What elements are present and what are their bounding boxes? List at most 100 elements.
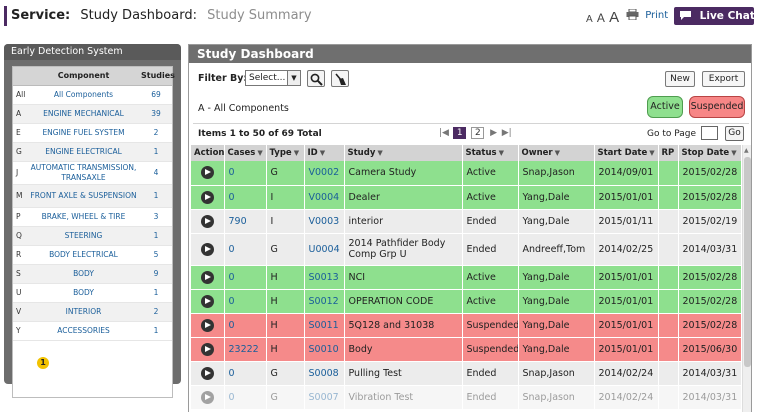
component-row[interactable]: All All Components 69 (13, 85, 172, 105)
id-cell[interactable]: V0003 (304, 209, 345, 234)
font-size-large-button[interactable]: A (609, 9, 620, 26)
cases-link[interactable]: 0 (228, 367, 235, 379)
cases-link[interactable]: 0 (228, 391, 235, 403)
study-row[interactable]: 0 G U0004 2014 Pathfider Body Comp Grp U End… (191, 233, 741, 266)
component-count-link[interactable]: 1 (153, 191, 159, 200)
component-name[interactable]: ENGINE ELECTRICAL (27, 142, 140, 162)
id-cell[interactable]: S0010 (304, 337, 345, 362)
component-row[interactable]: E ENGINE FUEL SYSTEM 2 (13, 123, 172, 143)
vertical-scrollbar[interactable]: ▲ (742, 145, 751, 412)
study-row[interactable]: 790 I V0003 interior Ended Yang,Dale 2015/01/1… (191, 209, 741, 234)
scroll-up-icon[interactable]: ▲ (744, 147, 749, 154)
id-cell[interactable]: U0004 (304, 233, 345, 266)
component-count-link[interactable]: 1 (153, 231, 159, 240)
component-link[interactable]: ENGINE MECHANICAL (43, 108, 124, 118)
column-header[interactable]: Status ▼ (462, 145, 519, 161)
component-count[interactable]: 39 (140, 104, 172, 124)
sort-icon[interactable]: ▼ (319, 149, 326, 157)
study-row[interactable]: 0 H S0013 NCI Active Yang,Dale 2015/01/01 2015/… (191, 265, 741, 290)
study-id-link[interactable]: S0012 (308, 295, 339, 307)
action-cell[interactable] (191, 161, 225, 186)
font-size-small-button[interactable]: A (586, 14, 593, 25)
cases-cell[interactable]: 0 (224, 185, 267, 210)
component-name[interactable]: ENGINE FUEL SYSTEM (27, 123, 140, 143)
component-link[interactable]: ENGINE ELECTRICAL (45, 146, 122, 156)
study-id-link[interactable]: U0004 (308, 243, 340, 255)
component-row[interactable]: U BODY 1 (13, 283, 172, 303)
cases-cell[interactable]: 0 (224, 289, 267, 314)
component-count-link[interactable]: 69 (151, 90, 161, 99)
sort-icon[interactable]: ▼ (649, 149, 655, 157)
open-study-icon[interactable] (201, 342, 214, 356)
open-study-icon[interactable] (201, 166, 214, 180)
font-size-medium-button[interactable]: A (596, 11, 605, 25)
study-row[interactable]: 0 H S0011 5Q128 and 31038 Suspended Yang,Dale… (191, 313, 741, 338)
component-count[interactable]: 4 (140, 161, 172, 185)
action-cell[interactable] (191, 233, 225, 266)
component-row[interactable]: G ENGINE ELECTRICAL 1 (13, 142, 172, 162)
sort-icon[interactable]: ▼ (498, 149, 504, 157)
cases-cell[interactable]: 0 (224, 361, 267, 386)
clear-filter-button[interactable] (331, 70, 349, 87)
id-cell[interactable]: V0004 (304, 185, 345, 210)
column-header[interactable]: Stop Date ▼ (678, 145, 741, 161)
id-cell[interactable]: S0011 (304, 313, 345, 338)
study-row[interactable]: 0 H S0012 OPERATION CODE Active Yang,Dale 2015… (191, 289, 741, 314)
component-link[interactable]: All Components (53, 89, 114, 99)
open-study-icon[interactable] (201, 390, 214, 404)
component-count-link[interactable]: 1 (153, 326, 159, 335)
study-id-link[interactable]: V0004 (308, 191, 340, 203)
cases-cell[interactable]: 0 (224, 385, 267, 410)
id-cell[interactable]: S0008 (304, 361, 345, 386)
study-id-link[interactable]: V0003 (308, 215, 340, 227)
action-cell[interactable] (191, 337, 225, 362)
new-button[interactable]: New (665, 71, 695, 87)
print-label[interactable]: Print (645, 10, 669, 21)
component-row[interactable]: V INTERIOR 2 (13, 302, 172, 322)
component-name[interactable]: BODY (27, 264, 140, 284)
goto-page-button[interactable]: Go (725, 126, 744, 141)
component-count[interactable]: 1 (140, 321, 172, 341)
column-header[interactable]: Study ▼ (344, 145, 463, 161)
component-count[interactable]: 3 (140, 207, 172, 227)
cases-cell[interactable]: 0 (224, 161, 267, 186)
action-cell[interactable] (191, 209, 225, 234)
column-header[interactable]: Cases ▼ (224, 145, 267, 161)
component-count[interactable]: 69 (140, 85, 172, 105)
open-study-icon[interactable] (201, 242, 214, 256)
component-name[interactable]: FRONT AXLE & SUSPENSION (27, 184, 140, 208)
component-count-link[interactable]: 5 (153, 250, 159, 259)
column-header[interactable]: ID ▼ (304, 145, 345, 161)
study-row[interactable]: 0 G S0008 Pulling Test Ended Snap,Jason 2014/0… (191, 361, 741, 386)
action-cell[interactable] (191, 185, 225, 210)
id-cell[interactable]: S0007 (304, 385, 345, 410)
cases-cell[interactable]: 23222 (224, 337, 267, 362)
id-cell[interactable]: S0012 (304, 289, 345, 314)
study-id-link[interactable]: S0011 (308, 319, 339, 331)
action-cell[interactable] (191, 265, 225, 290)
component-row[interactable]: P BRAKE, WHEEL & TIRE 3 (13, 207, 172, 227)
component-count[interactable]: 5 (140, 245, 172, 265)
component-name[interactable]: BODY (27, 283, 140, 303)
cases-link[interactable]: 23222 (228, 343, 259, 355)
component-count[interactable]: 1 (140, 283, 172, 303)
study-row[interactable]: 0 G V0002 Camera Study Active Snap,Jason 2014/… (191, 161, 741, 186)
id-cell[interactable]: S0013 (304, 265, 345, 290)
component-link[interactable]: BODY ELECTRICAL (49, 249, 118, 259)
component-row[interactable]: S BODY 9 (13, 264, 172, 284)
live-chat-button[interactable]: Live Chat (674, 7, 755, 25)
component-link[interactable]: BODY (73, 268, 94, 278)
component-count-link[interactable]: 2 (153, 307, 159, 316)
component-row[interactable]: R BODY ELECTRICAL 5 (13, 245, 172, 265)
component-link[interactable]: BODY (73, 287, 94, 297)
component-row[interactable]: Y ACCESSORIES 1 (13, 321, 172, 341)
study-row[interactable]: 0 G S0007 Vibration Test Ended Snap,Jason 2014… (191, 385, 741, 410)
export-button[interactable]: Export (702, 71, 745, 87)
sort-icon[interactable]: ▼ (554, 149, 560, 157)
component-name[interactable]: STEERING (27, 226, 140, 246)
action-cell[interactable] (191, 313, 225, 338)
component-link[interactable]: BRAKE, WHEEL & TIRE (41, 211, 126, 221)
component-name[interactable]: INTERIOR (27, 302, 140, 322)
action-cell[interactable] (191, 385, 225, 410)
component-count[interactable]: 2 (140, 302, 172, 322)
